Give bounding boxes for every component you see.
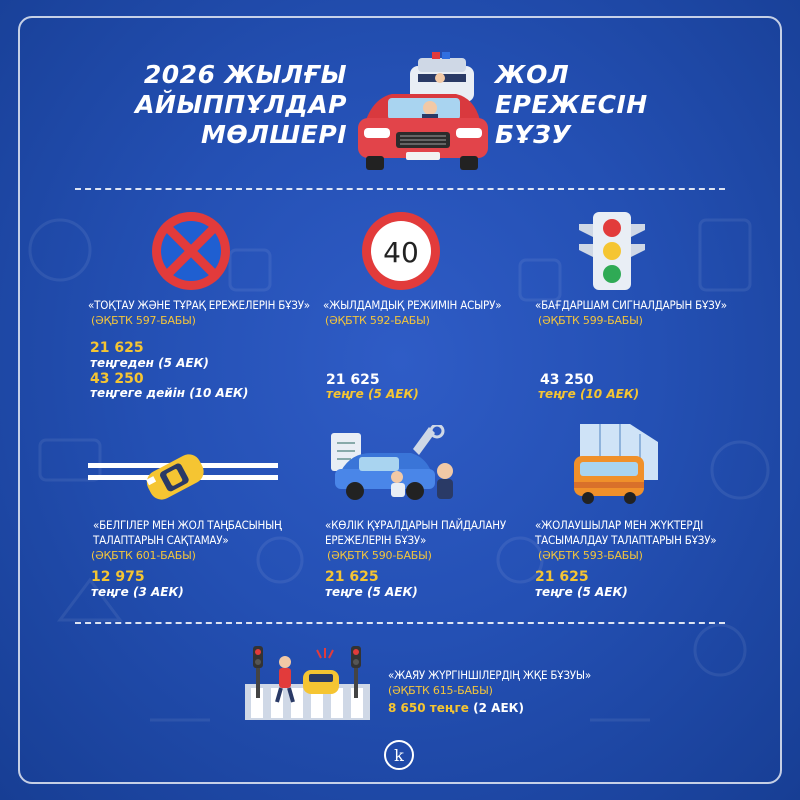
title-right-line-1: ЖОЛ xyxy=(495,60,570,89)
item-1-ref: (ӘҚБТК 597-БАБЫ) xyxy=(91,314,196,327)
title-right-line-2: ЕРЕЖЕСІН xyxy=(495,90,648,119)
item-6-suffix: теңге (5 АЕК) xyxy=(535,585,628,599)
item-4-ref: (ӘҚБТК 601-БАБЫ) xyxy=(91,549,196,562)
item-4-title-line-2: ТАЛАПТАРЫН САҚТАМАУ» xyxy=(93,533,229,547)
item-4-amount: 12 975 xyxy=(91,569,145,585)
svg-text:40: 40 xyxy=(383,236,419,269)
item-2-ref: (ӘҚБТК 592-БАБЫ) xyxy=(325,314,430,327)
item-5-title: «КӨЛІК ҚҰРАЛДАРЫН ПАЙДАЛАНУ ЕРЕЖЕЛЕРІН Б… xyxy=(325,518,506,548)
header-title-left: 2026 ЖЫЛҒЫ АЙЫППҰЛДАР МӨЛШЕРІ xyxy=(92,60,347,150)
item-3-ref: (ӘҚБТК 599-БАБЫ) xyxy=(538,314,643,327)
item-6-title-line-1: «ЖОЛАУШЫЛАР МЕН ЖҮКТЕРДІ xyxy=(535,518,704,532)
item-3-amount: 43 250 xyxy=(540,372,594,388)
item-5-title-line-2: ЕРЕЖЕЛЕРІН БҰЗУ» xyxy=(325,533,427,547)
title-left-line-1: 2026 ЖЫЛҒЫ xyxy=(143,60,347,89)
header-title-right: ЖОЛ ЕРЕЖЕСІН БҰЗУ xyxy=(495,60,715,150)
red-car-icon xyxy=(358,94,488,170)
police-and-car-illustration xyxy=(358,52,488,170)
divider-top xyxy=(75,188,725,190)
car-repair-icon xyxy=(331,425,453,500)
item-1-suffix-from: теңгеден (5 АЕК) xyxy=(90,356,209,370)
traffic-light-icon xyxy=(579,212,645,290)
police-car-icon xyxy=(410,52,474,102)
item-1-amount-from: 21 625 xyxy=(90,340,144,356)
item-7-amount-line: 8 650 теңге (2 АЕК) xyxy=(388,701,524,716)
logo-letter: k xyxy=(394,745,404,765)
item-2-amount: 21 625 xyxy=(326,372,380,388)
item-7-suffix: (2 АЕК) xyxy=(473,701,524,715)
item-6-ref: (ӘҚБТК 593-БАБЫ) xyxy=(538,549,643,562)
item-4-suffix: теңге (3 АЕК) xyxy=(91,585,184,599)
item-1-title: «ТОҚТАУ ЖӘНЕ ТҰРАҚ ЕРЕЖЕЛЕРІН БҰЗУ» xyxy=(88,298,310,312)
item-6-amount: 21 625 xyxy=(535,569,589,585)
item-6-title-line-2: ТАСЫМАЛДАУ ТАЛАПТАРЫН БҰЗУ» xyxy=(535,533,717,547)
item-1-amount-to: 43 250 xyxy=(90,371,144,387)
item-4-title-line-1: «БЕЛГІЛЕР МЕН ЖОЛ ТАҢБАСЫНЫҢ xyxy=(93,518,282,532)
divider-bottom xyxy=(75,622,725,624)
item-5-ref: (ӘҚБТК 590-БАБЫ) xyxy=(327,549,432,562)
title-right-line-3: БҰЗУ xyxy=(495,120,572,149)
item-6-title: «ЖОЛАУШЫЛАР МЕН ЖҮКТЕРДІ ТАСЫМАЛДАУ ТАЛА… xyxy=(535,518,717,548)
pedestrian-crossing-icon xyxy=(245,646,370,720)
item-1-suffix-to: теңгеге дейін (10 АЕК) xyxy=(90,386,249,400)
item-4-title: «БЕЛГІЛЕР МЕН ЖОЛ ТАҢБАСЫНЫҢ ТАЛАПТАРЫН … xyxy=(93,518,282,548)
item-7-amount: 8 650 теңге xyxy=(388,701,469,715)
title-left-line-2: АЙЫППҰЛДАР xyxy=(135,90,347,119)
item-2-suffix: теңге (5 АЕК) xyxy=(326,387,419,401)
brand-logo-icon: k xyxy=(384,740,414,770)
speed-limit-40-icon: 40 xyxy=(362,212,440,290)
no-stopping-sign-icon xyxy=(152,212,230,290)
item-7-title: «ЖАЯУ ЖҮРГІНШІЛЕРДІҢ ЖҚЕ БҰЗУЫ» xyxy=(388,668,591,682)
bus-icon xyxy=(574,424,658,504)
item-3-title: «БАҒДАРШАМ СИГНАЛДАРЫН БҰЗУ» xyxy=(535,298,727,312)
item-5-title-line-1: «КӨЛІК ҚҰРАЛДАРЫН ПАЙДАЛАНУ xyxy=(325,518,506,532)
title-left-line-3: МӨЛШЕРІ xyxy=(201,120,347,149)
taxi-road-marking-icon xyxy=(88,454,278,500)
content-frame xyxy=(18,16,782,784)
item-3-suffix: теңге (10 АЕК) xyxy=(538,387,640,401)
item-5-suffix: теңге (5 АЕК) xyxy=(325,585,418,599)
item-7-ref: (ӘҚБТК 615-БАБЫ) xyxy=(388,684,493,697)
item-5-amount: 21 625 xyxy=(325,569,379,585)
item-2-title: «ЖЫЛДАМДЫҚ РЕЖИМІН АСЫРУ» xyxy=(323,298,502,312)
